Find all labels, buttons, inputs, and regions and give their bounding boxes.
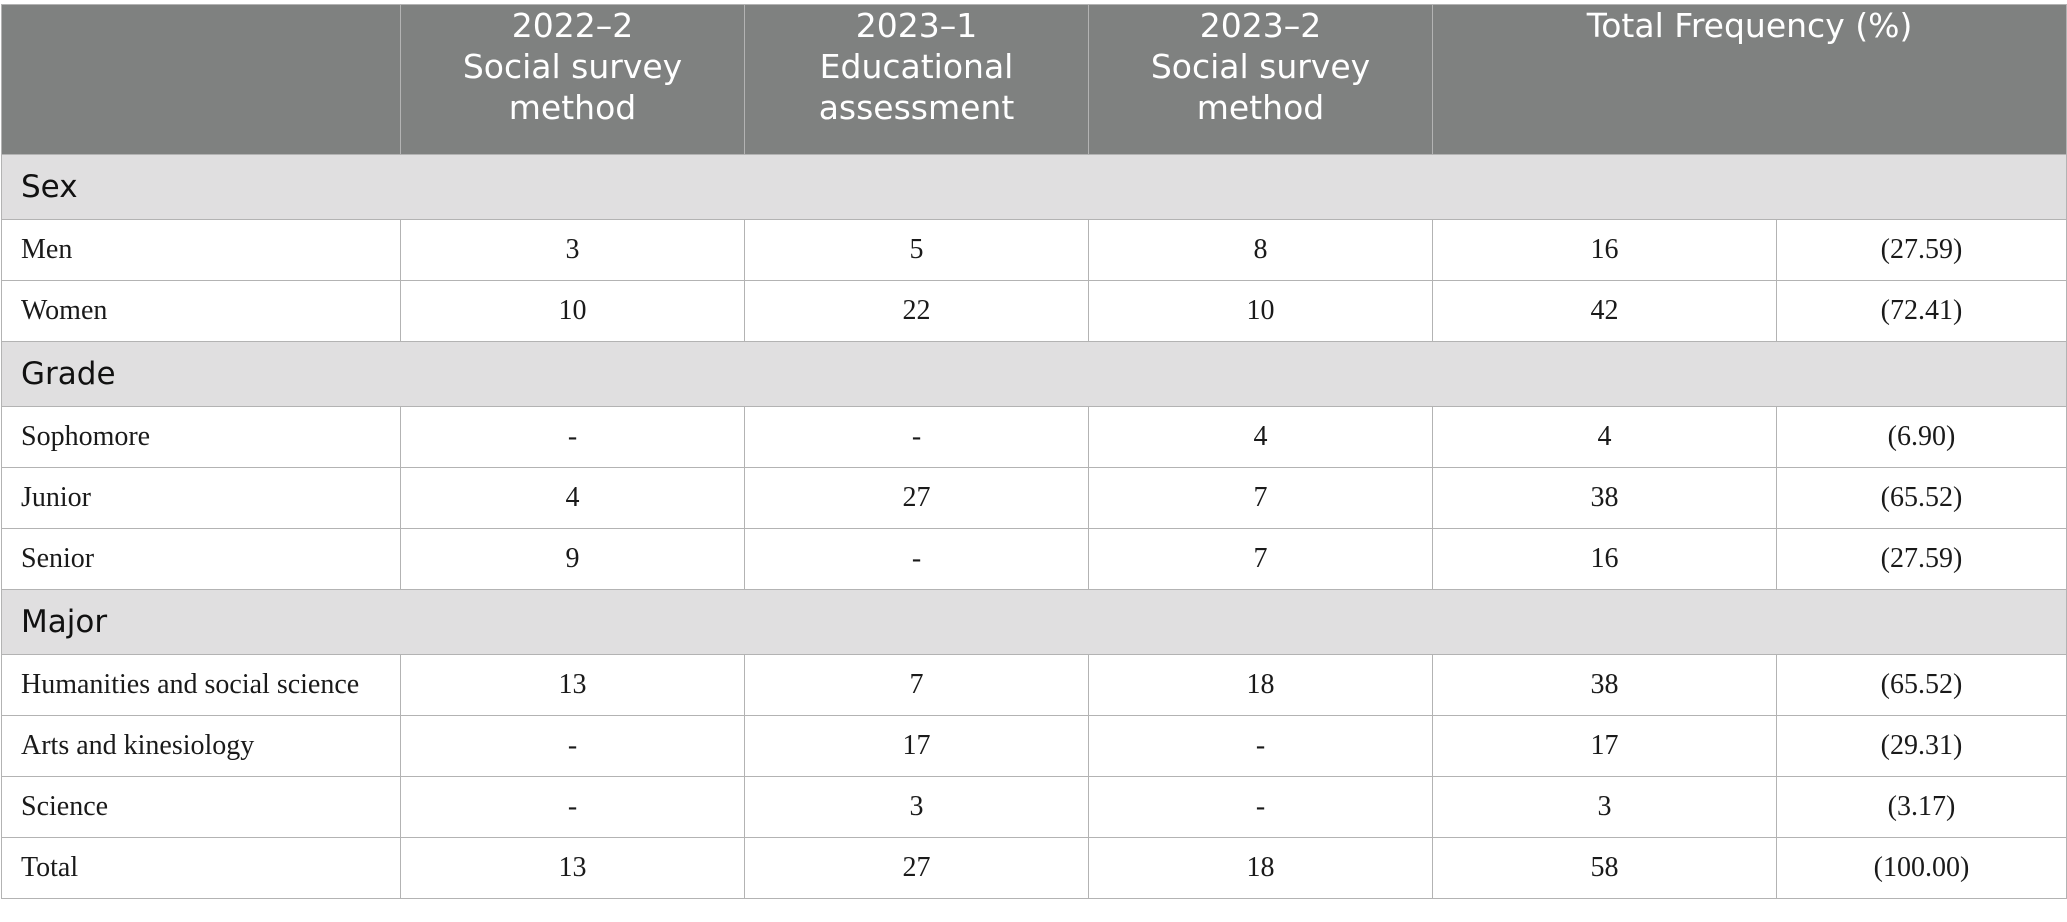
table-row: Science - 3 - 3 (3.17) <box>1 776 2067 838</box>
cell-total-count: 3 <box>1432 776 1777 838</box>
header-col-2023-1: 2023–1 Educational assessment <box>744 4 1089 155</box>
cell-2023-2: - <box>1088 715 1433 777</box>
cell-total-percent: (72.41) <box>1775 280 2067 342</box>
cell-2023-1: - <box>744 406 1089 468</box>
table-row: Arts and kinesiology - 17 - 17 (29.31) <box>1 715 2067 777</box>
cell-2022-2: 13 <box>400 654 745 716</box>
cell-2023-1: 22 <box>744 280 1089 342</box>
row-label: Sophomore <box>1 406 401 468</box>
section-title: Sex <box>0 154 2067 220</box>
cell-total-count: 16 <box>1432 528 1777 590</box>
cell-total-percent: (100.00) <box>1775 837 2067 899</box>
cell-2023-2: - <box>1088 776 1433 838</box>
cell-2023-2: 18 <box>1088 837 1433 899</box>
table-header: 2022–2 Social survey method 2023–1 Educa… <box>1 4 2067 155</box>
cell-2022-2: 3 <box>400 219 745 281</box>
cell-2023-2: 18 <box>1088 654 1433 716</box>
section-row-sex: Sex <box>0 154 2067 220</box>
row-label: Science <box>1 776 401 838</box>
cell-2023-1: 17 <box>744 715 1089 777</box>
header-col-2022-2: 2022–2 Social survey method <box>400 4 745 155</box>
cell-2023-2: 7 <box>1088 467 1433 529</box>
cell-2022-2: - <box>400 776 745 838</box>
cell-2023-1: 3 <box>744 776 1089 838</box>
cell-total-percent: (27.59) <box>1775 219 2067 281</box>
row-label: Humanities and social science <box>1 654 401 716</box>
row-label: Arts and kinesiology <box>1 715 401 777</box>
table-row: Humanities and social science 13 7 18 38… <box>1 654 2067 716</box>
section-row-major: Major <box>0 589 2067 655</box>
section-row-grade: Grade <box>0 341 2067 407</box>
cell-2022-2: 9 <box>400 528 745 590</box>
demographics-table: 2022–2 Social survey method 2023–1 Educa… <box>0 4 2067 899</box>
cell-2022-2: - <box>400 715 745 777</box>
cell-total-percent: (65.52) <box>1775 654 2067 716</box>
cell-total-percent: (6.90) <box>1775 406 2067 468</box>
cell-total-percent: (3.17) <box>1775 776 2067 838</box>
total-row: Total 13 27 18 58 (100.00) <box>1 837 2067 899</box>
cell-2023-1: 27 <box>744 467 1089 529</box>
cell-total-count: 58 <box>1432 837 1777 899</box>
cell-2023-2: 10 <box>1088 280 1433 342</box>
cell-2023-2: 8 <box>1088 219 1433 281</box>
cell-2022-2: 13 <box>400 837 745 899</box>
cell-2022-2: 4 <box>400 467 745 529</box>
cell-total-count: 4 <box>1432 406 1777 468</box>
cell-total-count: 42 <box>1432 280 1777 342</box>
row-label: Men <box>1 219 401 281</box>
table-row: Men 3 5 8 16 (27.59) <box>1 219 2067 281</box>
cell-2023-1: 5 <box>744 219 1089 281</box>
section-title: Major <box>0 589 2067 655</box>
cell-total-percent: (29.31) <box>1775 715 2067 777</box>
table-row: Junior 4 27 7 38 (65.52) <box>1 467 2067 529</box>
cell-total-count: 38 <box>1432 654 1777 716</box>
section-title: Grade <box>0 341 2067 407</box>
cell-2023-2: 7 <box>1088 528 1433 590</box>
cell-2022-2: - <box>400 406 745 468</box>
cell-total-count: 38 <box>1432 467 1777 529</box>
table-row: Senior 9 - 7 16 (27.59) <box>1 528 2067 590</box>
cell-total-count: 16 <box>1432 219 1777 281</box>
row-label: Junior <box>1 467 401 529</box>
cell-total-percent: (27.59) <box>1775 528 2067 590</box>
cell-2023-1: 27 <box>744 837 1089 899</box>
cell-2023-2: 4 <box>1088 406 1433 468</box>
header-total-frequency: Total Frequency (%) <box>1431 4 2067 155</box>
header-empty-cell <box>1 4 401 155</box>
cell-total-count: 17 <box>1432 715 1777 777</box>
cell-2022-2: 10 <box>400 280 745 342</box>
cell-total-percent: (65.52) <box>1775 467 2067 529</box>
header-col-2023-2: 2023–2 Social survey method <box>1088 4 1433 155</box>
row-label: Women <box>1 280 401 342</box>
row-label: Senior <box>1 528 401 590</box>
table-row: Sophomore - - 4 4 (6.90) <box>1 406 2067 468</box>
row-label: Total <box>1 837 401 899</box>
cell-2023-1: - <box>744 528 1089 590</box>
cell-2023-1: 7 <box>744 654 1089 716</box>
table-row: Women 10 22 10 42 (72.41) <box>1 280 2067 342</box>
